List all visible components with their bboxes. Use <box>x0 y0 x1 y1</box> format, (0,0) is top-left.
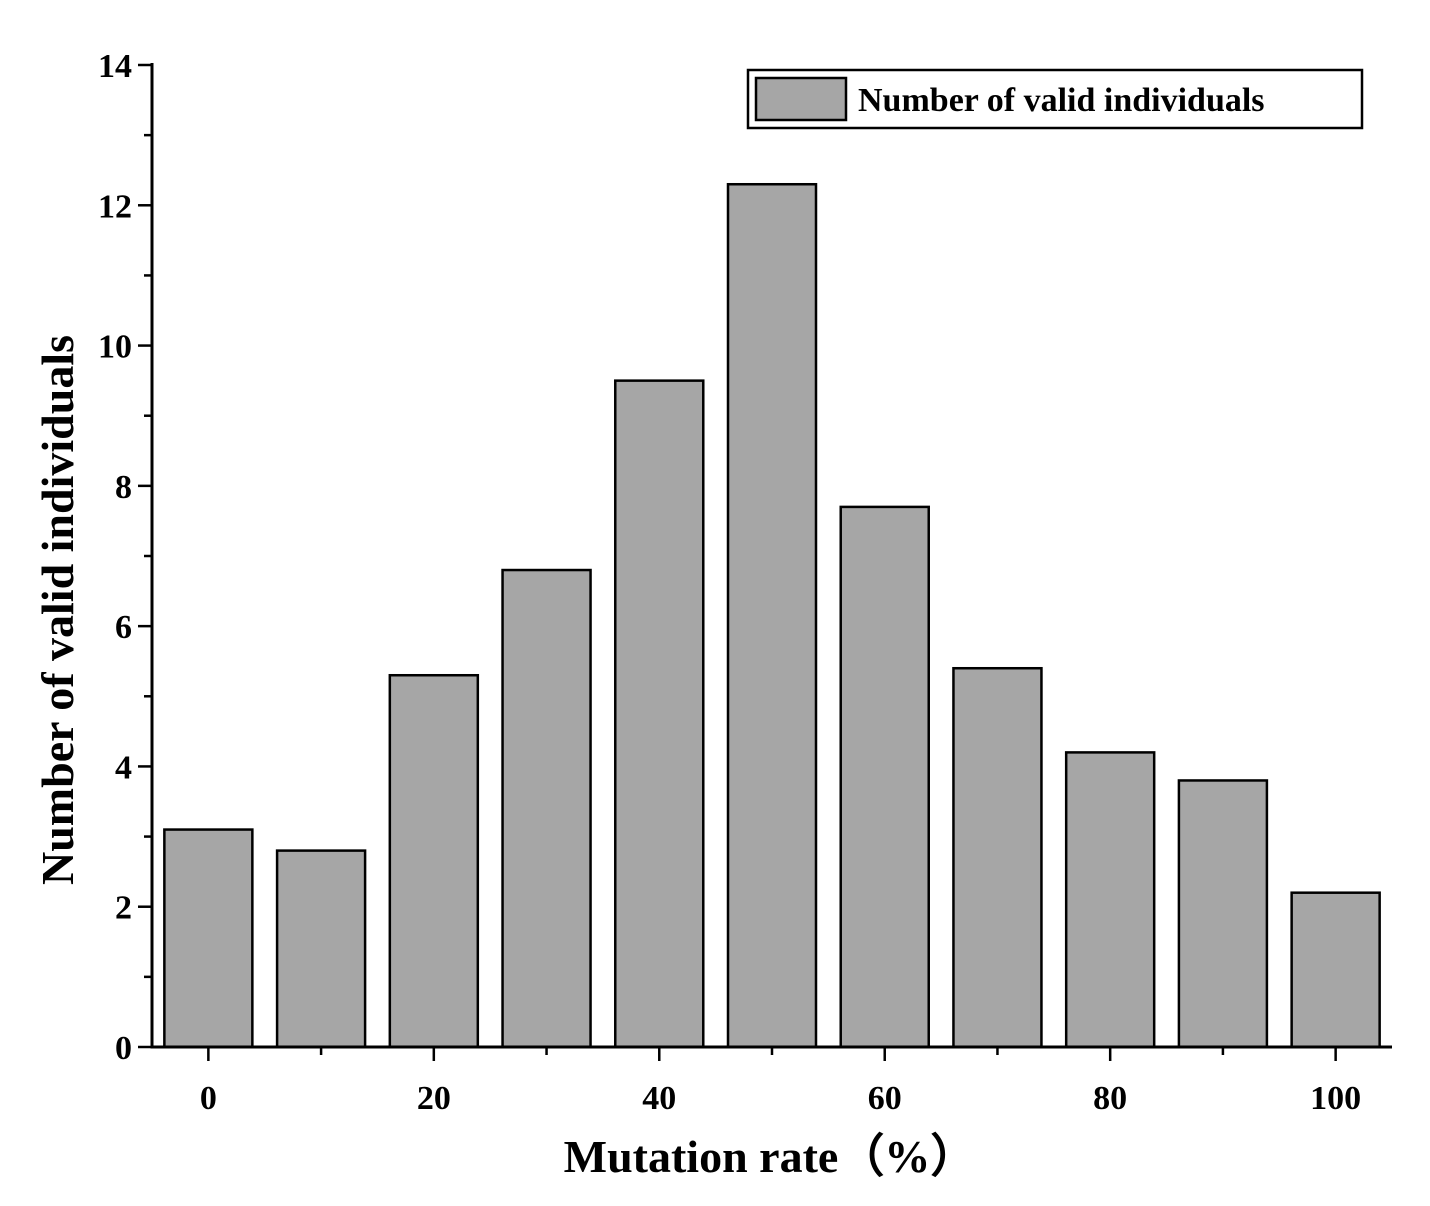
bar-80 <box>1064 751 1156 1049</box>
x-tick-label-0: 0 <box>200 1080 217 1117</box>
bar-20 <box>388 673 480 1049</box>
y-tick-label-14: 14 <box>98 48 132 85</box>
y-tick-label-0: 0 <box>115 1030 132 1067</box>
bar-100 <box>1290 891 1381 1049</box>
x-axis-title: Mutation rate（%） <box>564 1131 977 1182</box>
x-tick-label-100: 100 <box>1310 1080 1361 1117</box>
y-tick-label-6: 6 <box>115 609 132 646</box>
bar-50 <box>726 182 818 1049</box>
legend-box <box>746 68 1364 130</box>
y-tick-label-8: 8 <box>115 469 132 506</box>
y-tick-label-12: 12 <box>98 188 132 225</box>
y-tick-label-2: 2 <box>115 890 132 927</box>
legend-swatch <box>754 76 848 122</box>
x-tick-label-40: 40 <box>642 1080 676 1117</box>
y-tick-label-10: 10 <box>98 329 132 366</box>
bar-30 <box>501 568 592 1049</box>
bar-60 <box>839 505 930 1049</box>
ticks-group <box>138 63 1337 1061</box>
bar-70 <box>952 666 1043 1049</box>
y-tick-label-4: 4 <box>115 749 132 786</box>
bars-group <box>163 182 1381 1049</box>
x-tick-label-60: 60 <box>868 1080 902 1117</box>
bar-90 <box>1177 779 1269 1049</box>
tick-labels-group: 0 2 4 6 8 10 12 14 0 20 40 60 80 100 <box>98 48 1361 1117</box>
x-tick-label-80: 80 <box>1093 1080 1127 1117</box>
legend: Number of valid individuals <box>746 68 1364 130</box>
legend-label: Number of valid individuals <box>858 82 1265 119</box>
bar-10 <box>275 849 367 1049</box>
x-tick-label-20: 20 <box>417 1080 451 1117</box>
bar-40 <box>614 379 705 1049</box>
y-axis-title: Number of valid individuals <box>32 335 83 885</box>
bar-0 <box>163 828 254 1049</box>
